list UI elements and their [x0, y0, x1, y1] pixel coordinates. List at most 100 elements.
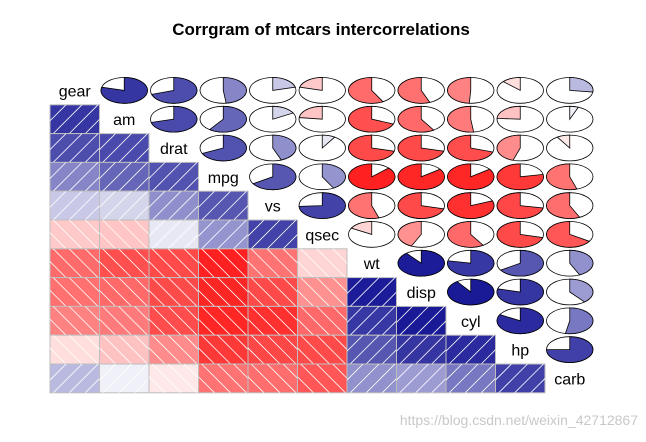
- variable-labels: gear am drat mpg vs qsec wt disp cyl hp carb: [59, 83, 586, 388]
- hatch-line: [149, 162, 166, 179]
- pie-cell: [397, 163, 445, 191]
- shade-cell: [445, 334, 496, 365]
- pie-slice: [397, 192, 445, 219]
- shade-cell: [247, 363, 298, 394]
- hatch-line: [201, 335, 231, 365]
- hatch-line: [167, 277, 198, 307]
- pie-slice: [447, 163, 495, 191]
- hatch-line: [50, 133, 51, 135]
- hatch-line: [151, 364, 182, 393]
- shade-cell: [396, 363, 447, 394]
- hatch-lines: [396, 335, 446, 365]
- hatch-lines: [297, 277, 347, 307]
- hatch-lines: [248, 306, 298, 336]
- hatch-lines: [149, 162, 199, 192]
- pie-slice: [272, 134, 297, 161]
- hatch-line: [149, 191, 166, 208]
- hatch-line: [365, 306, 396, 336]
- hatch-line: [297, 376, 314, 393]
- hatch-line: [198, 261, 215, 278]
- hatch-line: [282, 335, 298, 351]
- hatch-line: [365, 277, 396, 307]
- pie-slice: [496, 278, 544, 306]
- shade-cell: [148, 190, 199, 221]
- hatch-line: [217, 335, 247, 365]
- shade-cell: [198, 190, 249, 221]
- hatch-line: [399, 335, 429, 365]
- shade-cell: [346, 305, 397, 336]
- hatch-line: [102, 335, 132, 365]
- pie-slice: [569, 105, 579, 121]
- pie-cell: [496, 77, 544, 104]
- pie-cell: [546, 336, 594, 363]
- hatch-line: [134, 248, 149, 264]
- hatch-line: [300, 248, 330, 278]
- hatch-line: [233, 277, 248, 293]
- hatch-line: [134, 277, 149, 293]
- hatch-line: [50, 248, 51, 249]
- hatch-line: [134, 335, 149, 351]
- variable-label-drat: drat: [160, 141, 188, 158]
- hatch-line: [102, 248, 132, 278]
- pie-cell: [546, 163, 594, 191]
- hatch-lines: [99, 248, 149, 278]
- hatch-line: [446, 364, 463, 381]
- hatch-line: [149, 376, 166, 393]
- hatch-line: [68, 364, 99, 393]
- pie-cell: [496, 307, 544, 335]
- hatch-line: [118, 220, 148, 249]
- pie-cell: [298, 163, 346, 191]
- pie-cell: [249, 105, 297, 133]
- pie-cell: [397, 105, 445, 133]
- pie-slice: [447, 192, 495, 219]
- pie-cell: [447, 249, 495, 277]
- pie-cell: [546, 192, 594, 219]
- hatch-line: [68, 277, 99, 307]
- hatch-line: [332, 248, 347, 264]
- hatch-line: [431, 320, 446, 336]
- pie-cell: [199, 105, 247, 133]
- hatch-line: [84, 220, 100, 235]
- hatch-lines: [99, 191, 149, 220]
- pie-slice: [350, 221, 373, 235]
- pie-slice: [321, 134, 336, 149]
- pie-cell: [348, 134, 396, 162]
- hatch-line: [248, 261, 265, 278]
- hatch-lines: [99, 220, 149, 249]
- hatch-line: [396, 306, 413, 323]
- hatch-line: [68, 248, 99, 278]
- hatch-lines: [347, 306, 397, 336]
- hatch-line: [399, 306, 429, 336]
- shade-cell: [445, 363, 496, 394]
- hatch-line: [52, 162, 83, 192]
- hatch-lines: [149, 306, 199, 336]
- shade-cell: [99, 277, 150, 307]
- hatch-line: [50, 162, 51, 163]
- hatch-lines: [50, 248, 100, 278]
- hatch-line: [530, 377, 545, 393]
- pie-cell: [546, 307, 594, 335]
- hatch-line: [167, 162, 198, 192]
- shade-cell: [247, 334, 298, 365]
- hatch-line: [68, 220, 99, 249]
- hatch-line: [118, 133, 148, 163]
- hatch-line: [198, 318, 215, 336]
- hatch-line: [99, 347, 116, 365]
- variable-label-am: am: [113, 112, 135, 129]
- hatch-line: [84, 306, 100, 322]
- pie-cell: [546, 134, 594, 162]
- hatch-lines: [446, 335, 496, 365]
- pie-cell: [249, 163, 297, 191]
- hatch-line: [250, 248, 281, 278]
- hatch-line: [381, 320, 397, 336]
- shade-cell: [49, 104, 100, 135]
- pie-cell: [496, 192, 544, 219]
- pie-slice: [298, 192, 346, 219]
- hatch-line: [50, 104, 67, 122]
- pie-cell: [447, 192, 495, 219]
- hatch-line: [50, 347, 67, 365]
- hatch-line: [300, 306, 330, 336]
- hatch-line: [498, 364, 528, 393]
- hatch-line: [464, 364, 495, 393]
- hatch-line: [316, 335, 346, 365]
